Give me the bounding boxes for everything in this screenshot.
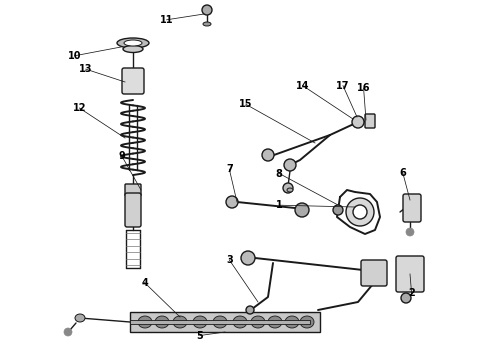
Text: 11: 11 [160,15,173,25]
Circle shape [406,228,414,236]
FancyBboxPatch shape [125,193,141,227]
Ellipse shape [193,316,207,328]
Ellipse shape [138,316,152,328]
Bar [130,312,320,332]
Circle shape [346,198,374,226]
Circle shape [226,196,238,208]
Circle shape [284,159,296,171]
Ellipse shape [251,316,265,328]
Text: 8: 8 [276,168,283,179]
Circle shape [241,251,255,265]
Text: 17: 17 [336,81,350,91]
FancyBboxPatch shape [125,184,141,196]
Ellipse shape [233,316,247,328]
Circle shape [202,5,212,15]
Circle shape [363,266,379,282]
Ellipse shape [285,316,299,328]
FancyBboxPatch shape [361,260,387,286]
Circle shape [353,205,367,219]
Text: 3: 3 [226,255,233,265]
Text: 5: 5 [196,330,203,341]
Circle shape [246,306,254,314]
Ellipse shape [300,316,314,328]
Text: 14: 14 [296,81,310,91]
Text: 7: 7 [226,164,233,174]
Ellipse shape [117,38,149,48]
Ellipse shape [75,314,85,322]
Text: 9: 9 [118,150,125,161]
Ellipse shape [124,40,142,46]
FancyBboxPatch shape [403,194,421,222]
Ellipse shape [173,316,187,328]
Ellipse shape [213,316,227,328]
Ellipse shape [155,316,169,328]
FancyBboxPatch shape [122,68,144,94]
Text: 1: 1 [276,200,283,210]
FancyBboxPatch shape [396,256,424,292]
Circle shape [64,328,72,336]
Bar [130,320,310,324]
Ellipse shape [203,22,211,26]
Text: 15: 15 [239,99,253,109]
Circle shape [283,183,293,193]
Text: 6: 6 [399,168,406,178]
Circle shape [295,203,309,217]
Ellipse shape [268,316,282,328]
FancyBboxPatch shape [365,114,375,128]
Circle shape [262,149,274,161]
Ellipse shape [287,188,293,192]
Circle shape [333,205,343,215]
Text: 4: 4 [141,278,148,288]
Text: 2: 2 [408,288,415,298]
Circle shape [401,293,411,303]
Text: 12: 12 [73,103,86,113]
Text: 10: 10 [68,51,81,61]
Ellipse shape [123,45,143,53]
Text: 16: 16 [357,83,370,93]
Text: 13: 13 [79,64,93,74]
Circle shape [352,116,364,128]
